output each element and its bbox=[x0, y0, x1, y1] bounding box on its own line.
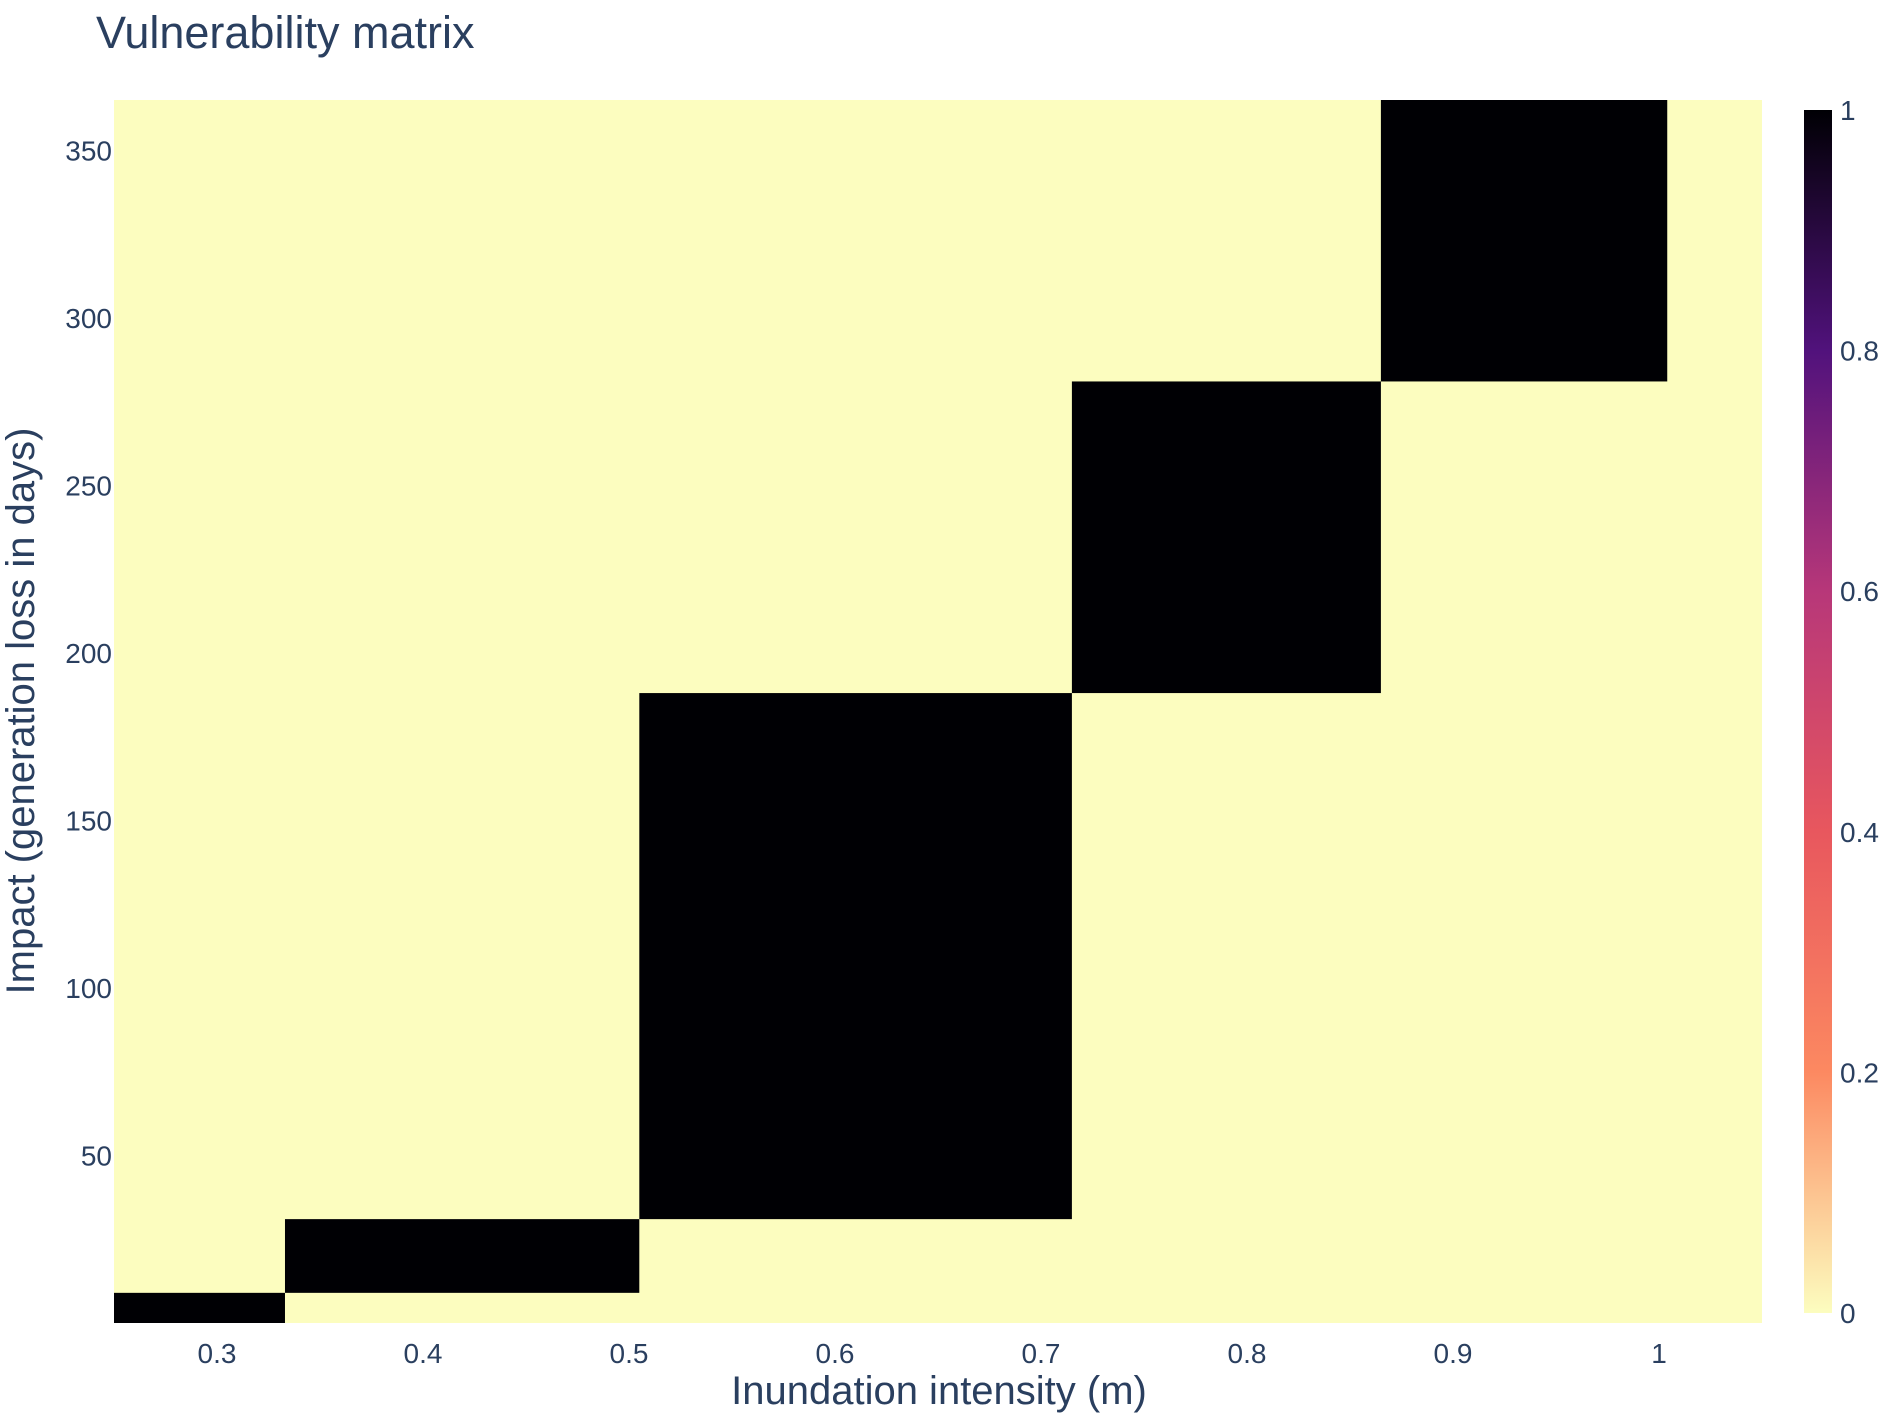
y-axis-title: Impact (generation loss in days) bbox=[0, 428, 43, 995]
heatmap-cell-2 bbox=[284, 1219, 640, 1293]
colorbar-tick-label: 0.4 bbox=[1840, 817, 1879, 848]
x-axis-title: Inundation intensity (m) bbox=[731, 1369, 1147, 1413]
colorbar-tick-label: 1 bbox=[1840, 95, 1856, 126]
y-tick-label: 250 bbox=[65, 470, 112, 501]
x-tick-label: 0.5 bbox=[610, 1338, 649, 1369]
colorbar-gradient bbox=[1804, 110, 1832, 1313]
x-tick-label: 1 bbox=[1651, 1338, 1667, 1369]
colorbar-tick-label: 0 bbox=[1840, 1298, 1856, 1329]
chart-title: Vulnerability matrix bbox=[96, 7, 475, 58]
colorbar-tick-label: 0.2 bbox=[1840, 1057, 1879, 1088]
colorbar: 0 0.2 0.4 0.6 0.8 1 bbox=[1804, 95, 1879, 1329]
heatmap-cell-3 bbox=[639, 693, 1072, 1220]
heatmap-cell-1 bbox=[114, 1292, 285, 1323]
plot-area bbox=[114, 100, 1762, 1323]
x-tick-label: 0.4 bbox=[404, 1338, 443, 1369]
x-tick-label: 0.6 bbox=[816, 1338, 855, 1369]
colorbar-tick-label: 0.6 bbox=[1840, 576, 1879, 607]
y-tick-label: 200 bbox=[65, 638, 112, 669]
x-tick-label: 0.9 bbox=[1434, 1338, 1473, 1369]
y-tick-label: 100 bbox=[65, 973, 112, 1004]
heatmap-cell-4 bbox=[1071, 381, 1381, 694]
heatmap-cell-5 bbox=[1380, 100, 1668, 382]
colorbar-tick-label: 0.8 bbox=[1840, 336, 1879, 367]
y-axis-ticks: 50 100 150 200 250 300 350 bbox=[65, 135, 112, 1171]
x-tick-label: 0.8 bbox=[1228, 1338, 1267, 1369]
y-tick-label: 300 bbox=[65, 303, 112, 334]
y-tick-label: 350 bbox=[65, 135, 112, 166]
heatmap-cells bbox=[114, 100, 1668, 1323]
x-tick-label: 0.3 bbox=[198, 1338, 237, 1369]
y-tick-label: 150 bbox=[65, 805, 112, 836]
y-tick-label: 50 bbox=[81, 1140, 112, 1171]
x-tick-label: 0.7 bbox=[1022, 1338, 1061, 1369]
colorbar-ticks: 0 0.2 0.4 0.6 0.8 1 bbox=[1840, 95, 1879, 1329]
x-axis-ticks: 0.3 0.4 0.5 0.6 0.7 0.8 0.9 1 bbox=[198, 1338, 1667, 1369]
